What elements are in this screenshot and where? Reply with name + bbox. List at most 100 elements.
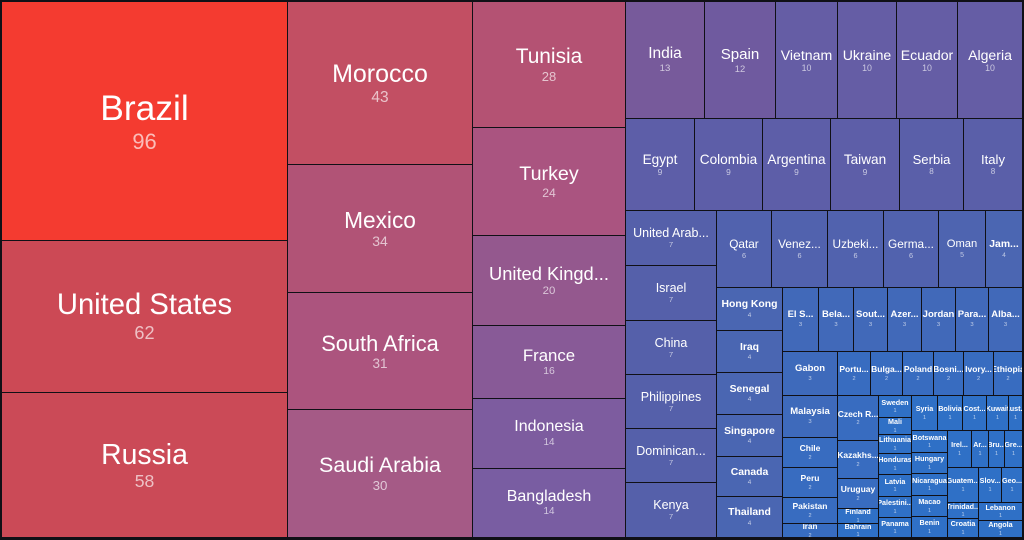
treemap-tile[interactable]: Honduras 1 <box>879 454 911 474</box>
tile-label: Saudi Arabia <box>319 453 441 478</box>
treemap-tile[interactable]: Para... 3 <box>956 288 988 351</box>
treemap-tile[interactable]: Ivory... 2 <box>964 352 993 395</box>
treemap-tile[interactable]: Kazakhs... 2 <box>838 441 878 478</box>
treemap-tile[interactable]: Malaysia 3 <box>783 396 837 437</box>
treemap-tile[interactable]: Indonesia 14 <box>473 399 625 468</box>
treemap-tile[interactable]: Nicaragua 1 <box>912 474 947 495</box>
treemap-tile[interactable]: Geo... 1 <box>1002 468 1022 502</box>
treemap-tile[interactable]: Bosni... 2 <box>934 352 963 395</box>
treemap-tile[interactable]: Germa... 6 <box>884 211 938 287</box>
treemap-tile[interactable]: Bru...1 <box>989 431 1004 467</box>
treemap-tile[interactable]: Angola 1 <box>979 521 1022 537</box>
tile-value: 1 <box>893 508 897 515</box>
treemap-tile[interactable]: Qatar 6 <box>717 211 771 287</box>
treemap-tile[interactable]: Macao 1 <box>912 496 947 516</box>
treemap-tile[interactable]: Mali 1 <box>879 418 911 434</box>
treemap-tile[interactable]: Sout... 3 <box>854 288 887 351</box>
treemap-tile[interactable]: Pakistan 2 <box>783 498 837 523</box>
treemap-tile[interactable]: Peru 2 <box>783 468 837 497</box>
treemap-tile[interactable]: Sweden 1 <box>879 396 911 417</box>
treemap-tile[interactable]: Gre... 1 <box>1005 431 1022 467</box>
treemap-tile[interactable]: Azer... 3 <box>888 288 921 351</box>
treemap-tile[interactable]: United Arab... 7 <box>626 211 716 265</box>
treemap-tile[interactable]: Panama 1 <box>879 518 911 537</box>
treemap-tile[interactable]: Finland 1 <box>838 509 878 523</box>
treemap-tile[interactable]: Venez... 6 <box>772 211 827 287</box>
treemap-tile[interactable]: Jam... 4 <box>986 211 1022 287</box>
treemap-tile[interactable]: Bolivia 1 <box>938 396 962 430</box>
treemap-tile[interactable]: Algeria 10 <box>958 2 1022 118</box>
treemap-tile[interactable]: Taiwan 9 <box>831 119 899 210</box>
treemap-tile[interactable]: Slov... 1 <box>979 468 1001 502</box>
tile-label: Turkey <box>519 162 579 185</box>
treemap-tile[interactable]: Egypt 9 <box>626 119 694 210</box>
treemap-tile[interactable]: Czech R... 2 <box>838 396 878 440</box>
treemap-tile[interactable]: Bulga... 2 <box>871 352 902 395</box>
treemap-tile[interactable]: Latvia 1 <box>879 475 911 496</box>
treemap-tile[interactable]: China 7 <box>626 321 716 374</box>
treemap-tile[interactable]: Gabon 3 <box>783 352 837 395</box>
treemap-tile[interactable]: Spain 12 <box>705 2 775 118</box>
treemap-tile[interactable]: Trinidad...1 <box>948 503 978 518</box>
treemap-tile[interactable]: Turkey 24 <box>473 128 625 235</box>
treemap-tile[interactable]: Ar... 1 <box>972 431 988 467</box>
treemap-tile[interactable]: Oman 5 <box>939 211 985 287</box>
treemap-tile[interactable]: Poland 2 <box>903 352 933 395</box>
tile-value: 1 <box>856 517 860 523</box>
treemap-tile[interactable]: Kenya 7 <box>626 483 716 537</box>
treemap-tile[interactable]: Argentina 9 <box>763 119 830 210</box>
treemap-tile[interactable]: Uzbeki... 6 <box>828 211 883 287</box>
treemap-tile[interactable]: Guatem... 1 <box>948 468 978 502</box>
treemap-tile[interactable]: United States 62 <box>2 241 287 392</box>
treemap-tile[interactable]: Bahrain 1 <box>838 524 878 537</box>
treemap-tile[interactable]: Lithuania 1 <box>879 435 911 453</box>
treemap-tile[interactable]: Kuwait1 <box>987 396 1008 430</box>
treemap-tile[interactable]: Ecuador 10 <box>897 2 957 118</box>
treemap-tile[interactable]: Philippines 7 <box>626 375 716 428</box>
treemap-tile[interactable]: Aust...1 <box>1009 396 1022 430</box>
treemap-tile[interactable]: Benin 1 <box>912 517 947 537</box>
treemap-tile[interactable]: Vietnam 10 <box>776 2 837 118</box>
treemap-tile[interactable]: Dominican... 7 <box>626 429 716 482</box>
treemap-tile[interactable]: Palestini...1 <box>879 497 911 517</box>
treemap-tile[interactable]: Uruguay 2 <box>838 479 878 508</box>
tile-value: 1 <box>998 530 1003 537</box>
treemap-tile[interactable]: Thailand 4 <box>717 497 782 537</box>
treemap-tile[interactable]: Cost... 1 <box>963 396 986 430</box>
treemap-tile[interactable]: Bela... 3 <box>819 288 853 351</box>
treemap-tile[interactable]: Jordan 3 <box>922 288 955 351</box>
treemap-tile[interactable]: Serbia 8 <box>900 119 963 210</box>
treemap-tile[interactable]: Brazil 96 <box>2 2 287 240</box>
treemap-tile[interactable]: Italy 8 <box>964 119 1022 210</box>
treemap-tile[interactable]: South Africa 31 <box>288 293 472 409</box>
treemap-tile[interactable]: France 16 <box>473 326 625 398</box>
treemap-tile[interactable]: Senegal 4 <box>717 373 782 414</box>
treemap-tile[interactable]: Tunisia 28 <box>473 2 625 127</box>
treemap-tile[interactable]: Croatia 1 <box>948 519 978 537</box>
treemap-tile[interactable]: Canada 4 <box>717 457 782 496</box>
treemap-tile[interactable]: Ethiopia2 <box>994 352 1022 395</box>
treemap-tile[interactable]: Botswana 1 <box>912 431 947 452</box>
treemap-tile[interactable]: Portu... 2 <box>838 352 870 395</box>
treemap-tile[interactable]: Saudi Arabia 30 <box>288 410 472 537</box>
treemap-tile[interactable]: Mexico 34 <box>288 165 472 292</box>
treemap-tile[interactable]: Bangladesh 14 <box>473 469 625 537</box>
treemap-tile[interactable]: Hungary 1 <box>912 453 947 473</box>
treemap-tile[interactable]: Syria 1 <box>912 396 937 430</box>
treemap-tile[interactable]: Ukraine 10 <box>838 2 896 118</box>
treemap-tile[interactable]: Iraq 4 <box>717 331 782 372</box>
treemap-tile[interactable]: Israel 7 <box>626 266 716 320</box>
treemap-tile[interactable]: Singapore 4 <box>717 415 782 456</box>
treemap-tile[interactable]: United Kingd... 20 <box>473 236 625 325</box>
treemap-tile[interactable]: India 13 <box>626 2 704 118</box>
treemap-tile[interactable]: Russia 58 <box>2 393 287 537</box>
treemap-tile[interactable]: Irel... 1 <box>948 431 971 467</box>
treemap-tile[interactable]: Alba... 3 <box>989 288 1022 351</box>
treemap-tile[interactable]: Lebanon 1 <box>979 503 1022 520</box>
treemap-tile[interactable]: Hong Kong 4 <box>717 288 782 330</box>
treemap-tile[interactable]: Chile 2 <box>783 438 837 467</box>
treemap-tile[interactable]: Iran 2 <box>783 524 837 537</box>
treemap-tile[interactable]: El S... 3 <box>783 288 818 351</box>
treemap-tile[interactable]: Colombia 9 <box>695 119 762 210</box>
treemap-tile[interactable]: Morocco 43 <box>288 2 472 164</box>
